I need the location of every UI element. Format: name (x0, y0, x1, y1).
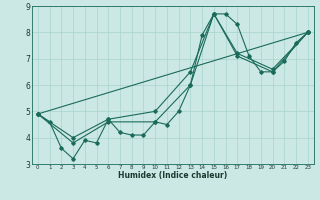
X-axis label: Humidex (Indice chaleur): Humidex (Indice chaleur) (118, 171, 228, 180)
